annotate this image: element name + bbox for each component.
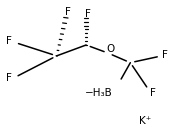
Text: F: F bbox=[85, 9, 91, 19]
Text: K⁺: K⁺ bbox=[139, 116, 151, 126]
Text: −H₃B: −H₃B bbox=[85, 88, 113, 98]
Text: F: F bbox=[150, 88, 155, 98]
Text: F: F bbox=[162, 49, 168, 59]
Text: O: O bbox=[106, 44, 114, 54]
Text: F: F bbox=[6, 73, 12, 83]
Text: F: F bbox=[65, 7, 71, 17]
Text: F: F bbox=[6, 36, 12, 46]
